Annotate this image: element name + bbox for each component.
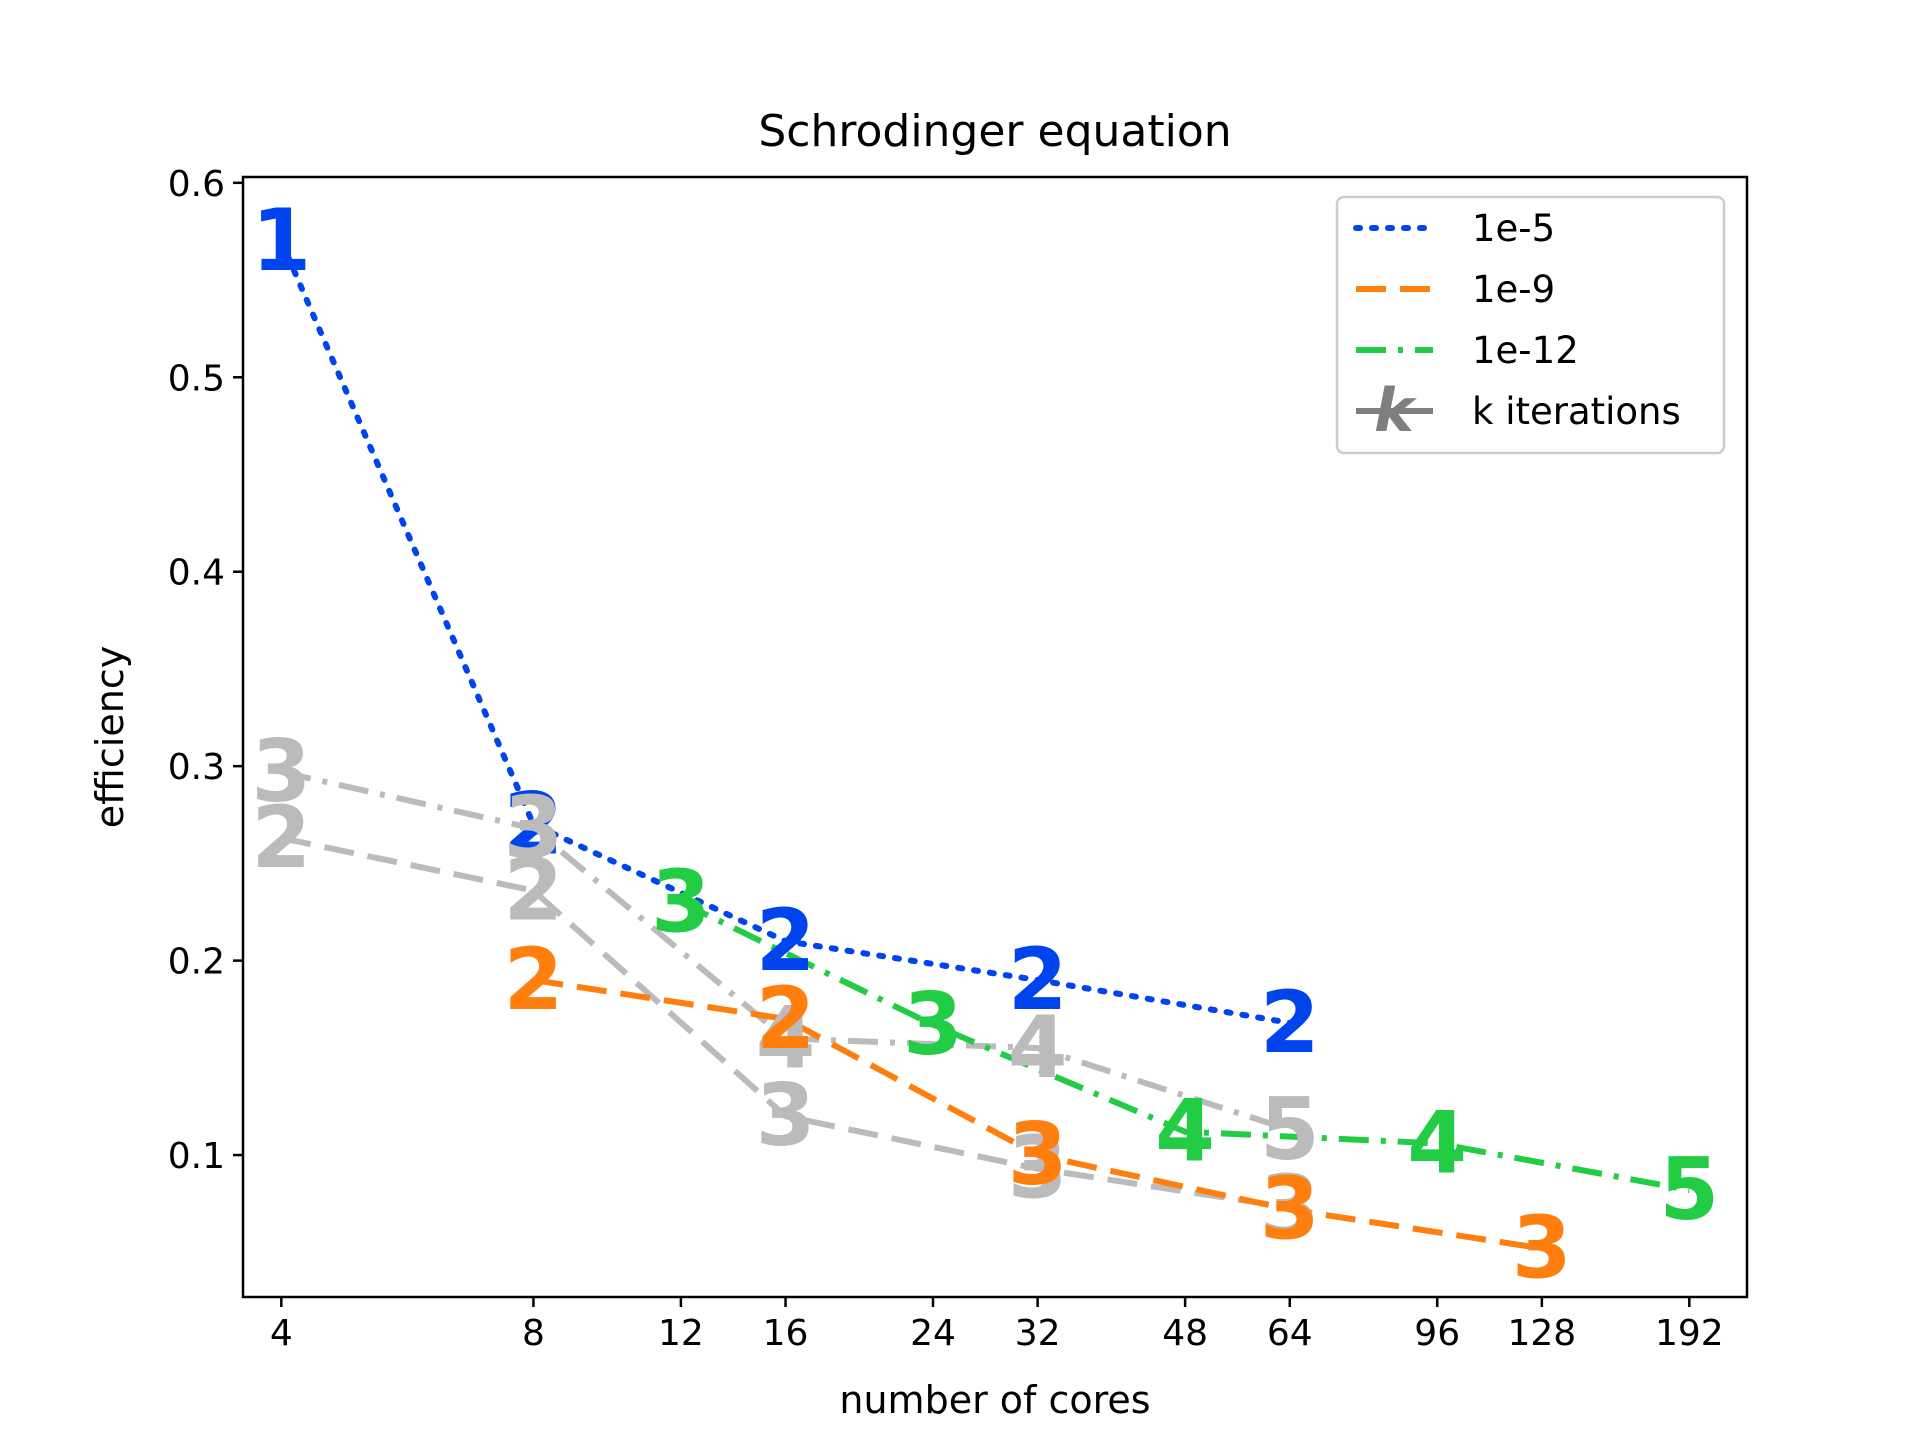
iteration-marker: 3 bbox=[1260, 1158, 1320, 1258]
iteration-marker: 3 bbox=[903, 975, 963, 1075]
x-axis-ticks: 4 8 12 16 24 32 48 64 96 128 192 bbox=[270, 1297, 1724, 1354]
legend-marker: k bbox=[1374, 376, 1417, 446]
legend: 1e-5 1e-9 1e-12 k k iterations bbox=[1335, 195, 1726, 455]
iteration-marker: 2 bbox=[504, 841, 564, 941]
x-tick-label: 24 bbox=[910, 1313, 956, 1354]
iteration-marker: 3 bbox=[504, 778, 564, 878]
series-line bbox=[278, 238, 1293, 1026]
y-tick-label: 0.2 bbox=[168, 942, 225, 983]
y-tick-label: 0.6 bbox=[168, 164, 225, 205]
series-line bbox=[280, 769, 1291, 1133]
iteration-marker: 4 bbox=[1008, 998, 1068, 1098]
iteration-marker: 3 bbox=[1008, 1105, 1068, 1205]
x-tick-label: 48 bbox=[1162, 1313, 1208, 1354]
legend-label: k iterations bbox=[1472, 390, 1681, 433]
iteration-marker: 3 bbox=[756, 1066, 816, 1166]
iteration-marker: 4 bbox=[1407, 1093, 1467, 1193]
iteration-marker: 2 bbox=[1008, 930, 1068, 1030]
y-axis-ticks: 0.1 0.2 0.3 0.4 0.5 0.6 bbox=[168, 164, 243, 1177]
legend-label: 1e-5 bbox=[1472, 207, 1555, 250]
x-tick-label: 32 bbox=[1015, 1313, 1061, 1354]
y-tick-label: 0.4 bbox=[168, 553, 225, 594]
iteration-marker: 3 bbox=[1260, 1160, 1320, 1260]
series-line bbox=[532, 977, 1543, 1252]
iteration-marker: 3 bbox=[251, 722, 311, 822]
x-tick-label: 4 bbox=[270, 1313, 293, 1354]
x-tick-label: 8 bbox=[522, 1313, 545, 1354]
iteration-marker: 2 bbox=[1260, 973, 1320, 1073]
iteration-marker: 3 bbox=[1008, 1119, 1068, 1219]
chart-title: Schrodinger equation bbox=[758, 106, 1231, 157]
iteration-marker: 3 bbox=[1512, 1198, 1572, 1298]
legend-frame bbox=[1335, 195, 1726, 455]
plot-frame bbox=[241, 175, 1749, 1299]
series-line bbox=[679, 899, 1690, 1194]
iteration-marker: 5 bbox=[1659, 1140, 1719, 1240]
y-axis-label: efficiency bbox=[88, 646, 132, 828]
x-tick-label: 16 bbox=[763, 1313, 809, 1354]
iteration-marker: 5 bbox=[1260, 1080, 1320, 1180]
iteration-marker: 3 bbox=[651, 852, 711, 952]
legend-items: 1e-5 1e-9 1e-12 k k iterations bbox=[1353, 207, 1681, 446]
iteration-marker: 1 bbox=[251, 191, 311, 291]
x-axis-label: number of cores bbox=[839, 1378, 1150, 1422]
x-tick-label: 128 bbox=[1507, 1313, 1576, 1354]
legend-label: 1e-12 bbox=[1472, 329, 1579, 372]
iteration-marker: 4 bbox=[756, 988, 816, 1088]
iteration-marker: 4 bbox=[1155, 1082, 1215, 1182]
series-line bbox=[280, 835, 1291, 1211]
y-tick-label: 0.1 bbox=[168, 1136, 225, 1177]
legend-label: 1e-9 bbox=[1472, 268, 1555, 311]
y-tick-label: 0.5 bbox=[168, 358, 225, 399]
iteration-marker: 2 bbox=[504, 930, 564, 1030]
x-tick-label: 12 bbox=[658, 1313, 704, 1354]
x-tick-label: 64 bbox=[1267, 1313, 1313, 1354]
iteration-marker: 2 bbox=[504, 775, 564, 875]
iteration-marker: 2 bbox=[756, 891, 816, 991]
iteration-marker: 2 bbox=[756, 969, 816, 1069]
y-tick-label: 0.3 bbox=[168, 747, 225, 788]
iteration-marker: 2 bbox=[251, 788, 311, 888]
x-tick-label: 192 bbox=[1655, 1313, 1724, 1354]
x-tick-label: 96 bbox=[1414, 1313, 1460, 1354]
